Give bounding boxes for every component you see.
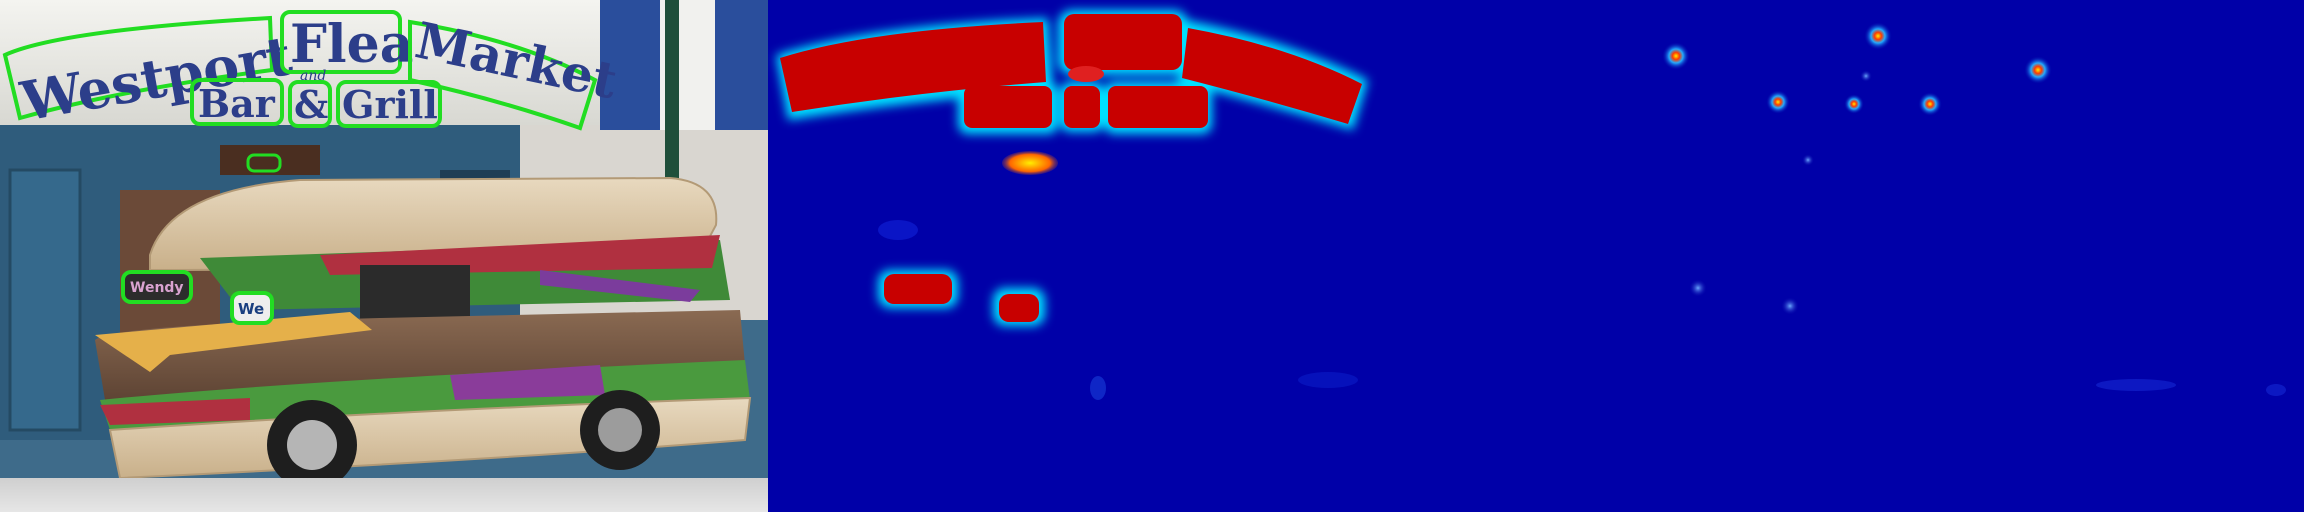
front-hub: [287, 420, 337, 470]
detection-small-sign: [246, 153, 282, 173]
core-and: [1068, 66, 1104, 82]
peak-2: [1864, 22, 1892, 50]
heatmap-noise: [878, 220, 1358, 400]
rear-hub: [598, 408, 642, 452]
region-heatmap-canvas: [768, 0, 1536, 512]
core-bar: [964, 86, 1052, 128]
awning-stripe-blue-1: [600, 0, 660, 130]
hotspot-small-sign: [1002, 151, 1058, 175]
onion-bottom: [450, 365, 605, 400]
sign-amp: &: [288, 80, 332, 128]
flea-text: Flea: [290, 14, 413, 75]
peak-6: [1918, 92, 1942, 116]
char-noise: [2096, 379, 2286, 396]
region-heatmap-panel: [768, 0, 1536, 512]
char-heatmap-background: [1536, 0, 2304, 512]
tomato-bottom: [100, 398, 250, 425]
peak-7: [1860, 70, 1872, 82]
sign-word-bar: Bar: [190, 78, 284, 126]
peak-9: [1689, 279, 1707, 297]
detection-wendy: Wendy: [121, 270, 193, 304]
core-we: [999, 294, 1039, 322]
char-peaks: [1662, 22, 2052, 315]
core-wendy: [884, 274, 952, 304]
sign-word-grill: Grill: [336, 80, 442, 128]
core-flea: [1064, 14, 1182, 70]
core-market: [1182, 28, 1362, 124]
peak-10: [1781, 297, 1799, 315]
core-amp: [1064, 86, 1100, 128]
sandwich-truck: [95, 176, 752, 490]
street: [0, 478, 768, 512]
peak-4: [1766, 90, 1790, 114]
bar-text: Bar: [198, 81, 276, 126]
door: [8, 168, 82, 432]
pole: [665, 0, 679, 180]
peak-5: [1844, 94, 1864, 114]
cheese: [95, 312, 372, 372]
peak-1: [1662, 42, 1690, 70]
wendy-text: Wendy: [130, 280, 184, 296]
heatmap-cores: [780, 14, 1362, 322]
detection-we: We: [230, 291, 274, 325]
windshield: [360, 265, 470, 320]
character-heatmap-canvas: [1536, 0, 2304, 512]
awning-stripe-blue-2: [715, 0, 768, 130]
sign-word-flea: Flea: [280, 10, 413, 75]
onion-top: [540, 270, 700, 302]
we-text: We: [238, 300, 264, 318]
character-heatmap-panel: [1536, 0, 2304, 512]
peak-3: [2024, 56, 2052, 84]
peak-8: [1802, 154, 1814, 166]
core-grill: [1108, 86, 1208, 128]
photo-panel: Westport Flea Market and Bar & Grill: [0, 0, 768, 512]
grill-text: Grill: [342, 82, 438, 127]
photo-canvas: Westport Flea Market and Bar & Grill: [0, 0, 768, 512]
amp-text: &: [294, 82, 328, 127]
core-westport: [780, 22, 1046, 112]
